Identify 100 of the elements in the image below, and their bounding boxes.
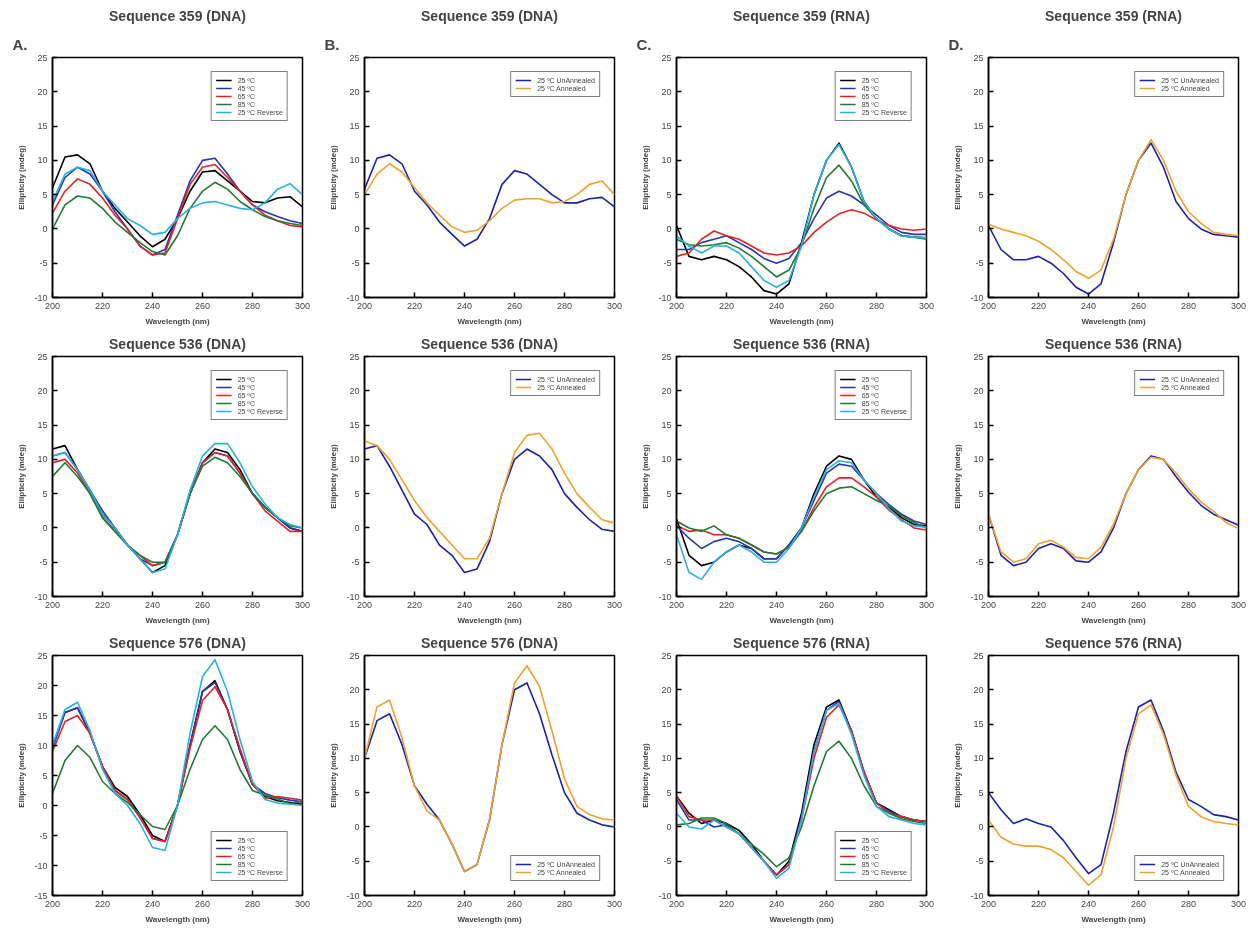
y-tick-label: 5 — [354, 787, 360, 798]
y-axis-title: Ellipticity (mdeg) — [641, 742, 651, 808]
y-tick-label: 10 — [37, 454, 48, 465]
y-tick-label: 5 — [354, 189, 360, 200]
x-tick-label: 200 — [668, 300, 685, 311]
x-tick-label: 200 — [44, 300, 61, 311]
x-tick-label: 300 — [1230, 898, 1247, 909]
y-tick-label: 5 — [42, 770, 48, 781]
y-tick-label: 0 — [42, 223, 48, 234]
y-tick-label: 10 — [661, 753, 672, 764]
x-tick-label: 300 — [294, 300, 311, 311]
y-tick-label: 0 — [42, 522, 48, 533]
y-tick-label: 25 — [973, 351, 984, 362]
x-tick-label: 240 — [1080, 599, 1097, 610]
y-axis-title: Ellipticity (mdeg) — [17, 443, 27, 509]
y-tick-label: 20 — [661, 385, 672, 396]
y-tick-label: 25 — [973, 650, 984, 661]
y-tick-label: 10 — [973, 155, 984, 166]
text: A. — [12, 35, 28, 53]
y-tick-label: 20 — [973, 385, 984, 396]
y-tick-label: -10 — [970, 591, 984, 602]
y-tick-label: 15 — [661, 420, 672, 431]
y-tick-label: -5 — [663, 856, 672, 867]
x-tick-label: 280 — [868, 300, 885, 311]
y-tick-label: 5 — [978, 189, 984, 200]
y-tick-label: -10 — [970, 292, 984, 303]
x-tick-label: 280 — [556, 599, 573, 610]
x-tick-label: 260 — [1130, 898, 1147, 909]
y-tick-label: 15 — [973, 121, 984, 132]
y-axis-title: Ellipticity (mdeg) — [953, 144, 963, 210]
x-tick-label: 280 — [1180, 898, 1197, 909]
x-tick-label: 280 — [868, 599, 885, 610]
y-axis-title: Ellipticity (mdeg) — [641, 443, 651, 509]
y-tick-label: 5 — [354, 488, 360, 499]
x-tick-label: 280 — [244, 898, 261, 909]
x-tick-label: 300 — [606, 898, 623, 909]
y-tick-label: 5 — [666, 787, 672, 798]
y-tick-label: 5 — [666, 189, 672, 200]
x-tick-label: 300 — [606, 599, 623, 610]
x-tick-label: 300 — [918, 300, 935, 311]
x-tick-label: 200 — [44, 599, 61, 610]
y-tick-label: 10 — [349, 155, 360, 166]
x-tick-label: 200 — [980, 599, 997, 610]
y-tick-label: 0 — [978, 223, 984, 234]
x-axis-title: Wavelength (nm) — [1081, 316, 1146, 326]
x-tick-label: 280 — [1180, 599, 1197, 610]
x-axis-title: Wavelength (nm) — [1081, 914, 1146, 924]
y-tick-label: -10 — [34, 591, 48, 602]
chart-title: Sequence 536 (DNA) — [421, 335, 558, 352]
y-tick-label: 25 — [37, 650, 48, 661]
x-axis-title: Wavelength (nm) — [769, 316, 834, 326]
y-tick-label: 20 — [661, 86, 672, 97]
y-tick-label: 25 — [349, 650, 360, 661]
y-tick-label: -5 — [663, 557, 672, 568]
chart-title: Sequence 576 (DNA) — [109, 634, 246, 651]
x-tick-label: 280 — [556, 300, 573, 311]
x-tick-label: 300 — [918, 898, 935, 909]
y-tick-label: 0 — [354, 223, 360, 234]
x-tick-label: 240 — [144, 300, 161, 311]
x-tick-label: 240 — [768, 898, 785, 909]
y-tick-label: -5 — [351, 557, 360, 568]
y-tick-label: -10 — [658, 292, 672, 303]
y-tick-label: -5 — [975, 557, 984, 568]
x-tick-label: 220 — [406, 898, 423, 909]
x-tick-label: 300 — [1230, 599, 1247, 610]
x-tick-label: 260 — [818, 898, 835, 909]
y-tick-label: -5 — [663, 258, 672, 269]
x-tick-label: 240 — [144, 599, 161, 610]
y-axis-title: Ellipticity (mdeg) — [641, 144, 651, 210]
y-tick-label: -5 — [351, 258, 360, 269]
y-tick-label: -5 — [39, 830, 48, 841]
x-tick-label: 260 — [194, 599, 211, 610]
x-tick-label: 300 — [918, 599, 935, 610]
y-tick-label: 10 — [661, 155, 672, 166]
x-tick-label: 200 — [356, 898, 373, 909]
x-axis-title: Wavelength (nm) — [769, 914, 834, 924]
y-axis-title: Ellipticity (mdeg) — [329, 144, 339, 210]
x-axis-title: Wavelength (nm) — [457, 615, 522, 625]
x-tick-label: 260 — [506, 898, 523, 909]
y-axis-title: Ellipticity (mdeg) — [953, 443, 963, 509]
y-tick-label: 0 — [666, 522, 672, 533]
y-tick-label: -5 — [975, 856, 984, 867]
x-tick-label: 280 — [244, 599, 261, 610]
y-tick-label: 15 — [973, 420, 984, 431]
y-tick-label: 10 — [37, 155, 48, 166]
x-tick-label: 240 — [144, 898, 161, 909]
y-tick-label: 0 — [978, 821, 984, 832]
chart-title: Sequence 576 (RNA) — [1045, 634, 1182, 651]
y-tick-label: -10 — [970, 890, 984, 901]
y-tick-label: 10 — [661, 454, 672, 465]
x-tick-label: 300 — [294, 898, 311, 909]
y-axis-title: Ellipticity (mdeg) — [17, 144, 27, 210]
x-tick-label: 220 — [406, 599, 423, 610]
x-tick-label: 280 — [556, 898, 573, 909]
chart-title: Sequence 536 (DNA) — [109, 335, 246, 352]
y-tick-label: 25 — [349, 351, 360, 362]
x-axis-title: Wavelength (nm) — [145, 914, 210, 924]
y-tick-label: 15 — [37, 121, 48, 132]
x-tick-label: 300 — [1230, 300, 1247, 311]
x-tick-label: 220 — [94, 898, 111, 909]
